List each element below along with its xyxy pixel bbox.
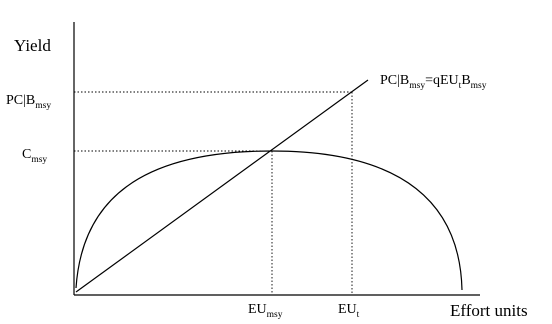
pc-line-label: PC|Bmsy=qEUtBmsy (380, 73, 487, 91)
x-axis-title: Effort units (450, 301, 528, 320)
y-tick-cmsy: Cmsy (22, 147, 47, 165)
y-tick-pc-bmsy: PC|Bmsy (6, 93, 51, 111)
x-tick-eumsy: EUmsy (248, 302, 283, 320)
x-tick-eut: EUt (338, 302, 360, 320)
yield-curve (75, 150, 463, 291)
y-axis-title: Yield (14, 36, 51, 55)
pc-line (75, 79, 369, 293)
